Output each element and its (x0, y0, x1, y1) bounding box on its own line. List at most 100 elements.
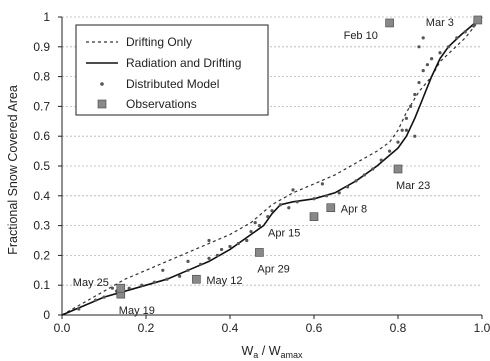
distributed-model-point (417, 45, 421, 49)
distributed-model-point (199, 262, 203, 266)
distributed-model-point (178, 274, 182, 278)
distributed-model-point (165, 277, 169, 281)
legend-label-observations: Observations (126, 97, 197, 111)
distributed-model-point (371, 167, 375, 171)
observation-point (385, 18, 394, 28)
observation-label: Mar 23 (396, 180, 430, 192)
distributed-model-point (417, 80, 421, 85)
observation-point (309, 212, 319, 221)
series-lines (61, 16, 483, 316)
legend-label-distributed: Distributed Model (126, 77, 219, 91)
distributed-model-point (257, 224, 261, 228)
distributed-model-point (140, 283, 144, 287)
distributed-model-points (77, 24, 476, 311)
distributed-model-point (404, 128, 408, 132)
x-axis-label-sub: a (253, 350, 258, 360)
distributed-model-point (379, 158, 383, 162)
series-line-radiation-drifting (61, 16, 483, 316)
distributed-model-point (438, 51, 442, 55)
observation-point (192, 274, 201, 284)
y-axis-label: Fractional Snow Covered Area (6, 85, 20, 255)
distributed-model-point (346, 185, 350, 189)
observation-point (393, 164, 403, 174)
distributed-model-point (102, 295, 106, 299)
legend-label-radiation: Radiation and Drifting (126, 56, 241, 70)
legend-box (75, 24, 269, 116)
y-tick-label: 0 (43, 308, 50, 322)
distributed-model-point (161, 268, 165, 272)
x-axis-label: Wa / Wamax (241, 344, 303, 360)
distributed-model-point (220, 247, 224, 252)
x-tick-label: 0.2 (138, 321, 155, 335)
distributed-model-point (110, 286, 114, 290)
y-tick-label: 0.6 (33, 129, 50, 143)
series-line-drifting-only (61, 16, 483, 316)
observation-label: May 12 (206, 275, 242, 287)
y-tick-label: 0.1 (33, 278, 50, 292)
distributed-model-point (127, 286, 131, 290)
distributed-model-point (409, 104, 413, 108)
y-tick-label: 0.5 (33, 159, 50, 173)
distributed-model-point (472, 24, 476, 28)
observation-point (326, 203, 336, 213)
distributed-model-point (291, 188, 295, 192)
x-axis-label-sub2: amax (281, 350, 304, 360)
observation-label: May 19 (119, 305, 155, 317)
distributed-model-point (215, 253, 219, 257)
distributed-model-point (425, 63, 429, 67)
distributed-model-point (396, 140, 400, 144)
observation-point (116, 283, 126, 293)
observation-label: May 25 (73, 277, 109, 289)
distributed-model-point (337, 191, 341, 195)
distributed-model-point (266, 215, 270, 219)
legend-swatch-distributed (100, 82, 104, 86)
x-axis-label-main: W (241, 344, 253, 358)
distributed-model-point (463, 30, 467, 34)
distributed-model-point (413, 134, 417, 138)
distributed-model-point (236, 241, 240, 246)
distributed-model-point (354, 179, 358, 183)
distributed-model-point (295, 200, 299, 204)
distributed-model-point (249, 229, 253, 234)
observation-point (473, 15, 483, 25)
observation-label: Feb 10 (344, 30, 378, 42)
observation-label: Apr 15 (268, 228, 300, 240)
distributed-model-point (404, 116, 408, 120)
distributed-model-point (388, 149, 392, 153)
y-tick-label: 0.3 (33, 219, 50, 233)
y-tick-label: 0.4 (33, 189, 50, 203)
observation-points (116, 15, 483, 299)
legend-swatch-observations (97, 99, 107, 109)
distributed-model-point (253, 221, 257, 225)
x-tick-label: 1.0 (474, 321, 490, 335)
distributed-model-point (421, 69, 425, 73)
observation-point (255, 248, 264, 257)
legend: Drifting Only Radiation and Drifting Dis… (75, 24, 269, 116)
observation-labels: Mar 3 Feb 10 Mar 23 Apr 8 Apr 15 Apr 29 May 12… (73, 17, 454, 317)
observation-label: Apr 8 (341, 204, 367, 216)
distributed-model-point (245, 238, 249, 243)
distributed-model-point (320, 182, 324, 186)
x-axis-label-mid: / W (258, 344, 280, 358)
distributed-model-point (362, 173, 366, 177)
distributed-model-point (413, 92, 417, 97)
legend-label-drifting: Drifting Only (126, 35, 192, 49)
distributed-model-point (270, 209, 274, 213)
distributed-model-point (207, 256, 211, 260)
distributed-model-point (287, 206, 291, 210)
distributed-model-point (186, 259, 190, 263)
y-tick-label: 0.9 (33, 40, 50, 54)
distributed-model-point (400, 128, 404, 132)
y-tick-label: 1 (43, 10, 50, 24)
distributed-model-point (186, 268, 190, 272)
distributed-model-point (152, 280, 156, 284)
distributed-model-point (446, 45, 450, 49)
y-tick-label: 0.7 (33, 99, 50, 113)
distributed-model-point (430, 57, 434, 61)
observation-label: Mar 3 (426, 17, 454, 29)
distributed-model-point (312, 197, 316, 201)
distributed-model-point (94, 298, 98, 302)
distributed-model-point (77, 307, 81, 311)
x-tick-label: 0.8 (390, 321, 407, 335)
